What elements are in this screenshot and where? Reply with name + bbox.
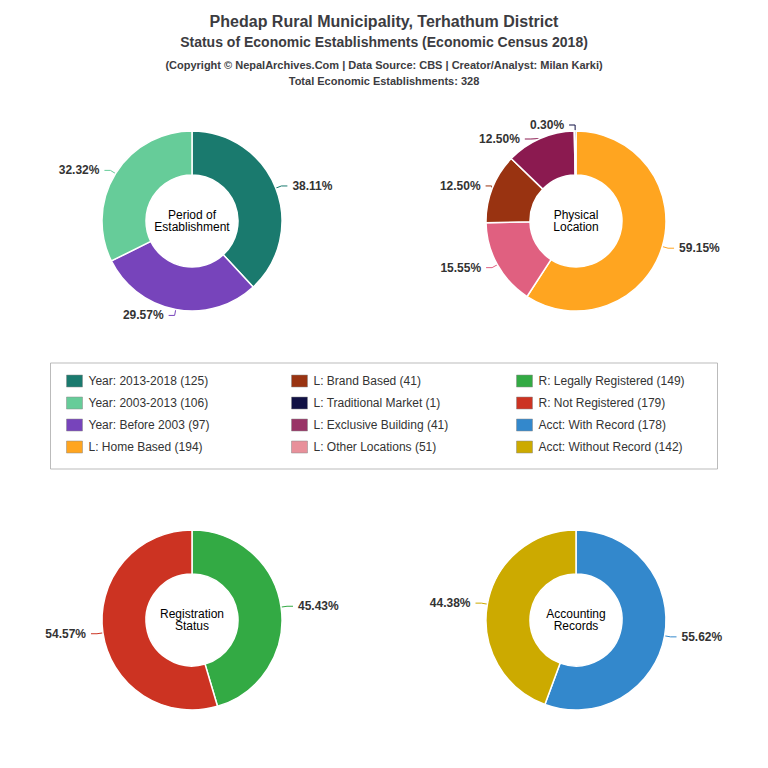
svg-text:Year: 2013-2018 (125): Year: 2013-2018 (125) bbox=[89, 374, 209, 388]
svg-text:12.50%: 12.50% bbox=[440, 179, 481, 193]
svg-text:38.11%: 38.11% bbox=[292, 179, 332, 193]
svg-text:Year: Before 2003 (97): Year: Before 2003 (97) bbox=[89, 418, 210, 432]
svg-text:29.57%: 29.57% bbox=[123, 308, 164, 322]
svg-text:R: Not Registered (179): R: Not Registered (179) bbox=[539, 396, 666, 410]
svg-text:Accounting: Accounting bbox=[546, 607, 606, 621]
svg-text:15.55%: 15.55% bbox=[440, 261, 481, 275]
svg-text:L: Traditional Market (1): L: Traditional Market (1) bbox=[314, 396, 441, 410]
svg-text:Phedap Rural Municipality, Ter: Phedap Rural Municipality, Terhathum Dis… bbox=[210, 13, 559, 30]
svg-text:45.43%: 45.43% bbox=[298, 599, 339, 613]
svg-text:R: Legally Registered (149): R: Legally Registered (149) bbox=[539, 374, 685, 388]
svg-text:0.30%: 0.30% bbox=[530, 118, 564, 132]
svg-text:Period of: Period of bbox=[168, 208, 216, 222]
svg-text:(Copyright © NepalArchives.Com: (Copyright © NepalArchives.Com | Data So… bbox=[165, 59, 603, 71]
svg-text:54.57%: 54.57% bbox=[45, 627, 86, 641]
svg-text:Year: 2003-2013 (106): Year: 2003-2013 (106) bbox=[89, 396, 209, 410]
svg-text:Acct: With Record (178): Acct: With Record (178) bbox=[539, 418, 666, 432]
svg-text:L: Exclusive Building (41): L: Exclusive Building (41) bbox=[314, 418, 449, 432]
svg-text:Establishment: Establishment bbox=[154, 220, 230, 234]
svg-text:L: Brand Based (41): L: Brand Based (41) bbox=[314, 374, 421, 388]
svg-text:32.32%: 32.32% bbox=[59, 163, 100, 177]
svg-text:Total Economic Establishments:: Total Economic Establishments: 328 bbox=[289, 75, 480, 87]
svg-text:59.15%: 59.15% bbox=[679, 241, 720, 255]
svg-text:Records: Records bbox=[554, 619, 599, 633]
svg-text:Acct: Without Record (142): Acct: Without Record (142) bbox=[539, 440, 683, 454]
svg-text:L: Home Based (194): L: Home Based (194) bbox=[89, 440, 203, 454]
svg-text:Location: Location bbox=[553, 220, 598, 234]
svg-text:Physical: Physical bbox=[553, 208, 599, 222]
svg-text:Status of Economic Establishme: Status of Economic Establishments (Econo… bbox=[180, 34, 588, 50]
svg-text:L: Other Locations (51): L: Other Locations (51) bbox=[314, 440, 437, 454]
svg-text:55.62%: 55.62% bbox=[682, 630, 723, 644]
svg-text:Status: Status bbox=[175, 619, 209, 633]
svg-text:12.50%: 12.50% bbox=[479, 132, 520, 146]
svg-text:44.38%: 44.38% bbox=[430, 596, 471, 610]
svg-text:Registration: Registration bbox=[160, 607, 224, 621]
